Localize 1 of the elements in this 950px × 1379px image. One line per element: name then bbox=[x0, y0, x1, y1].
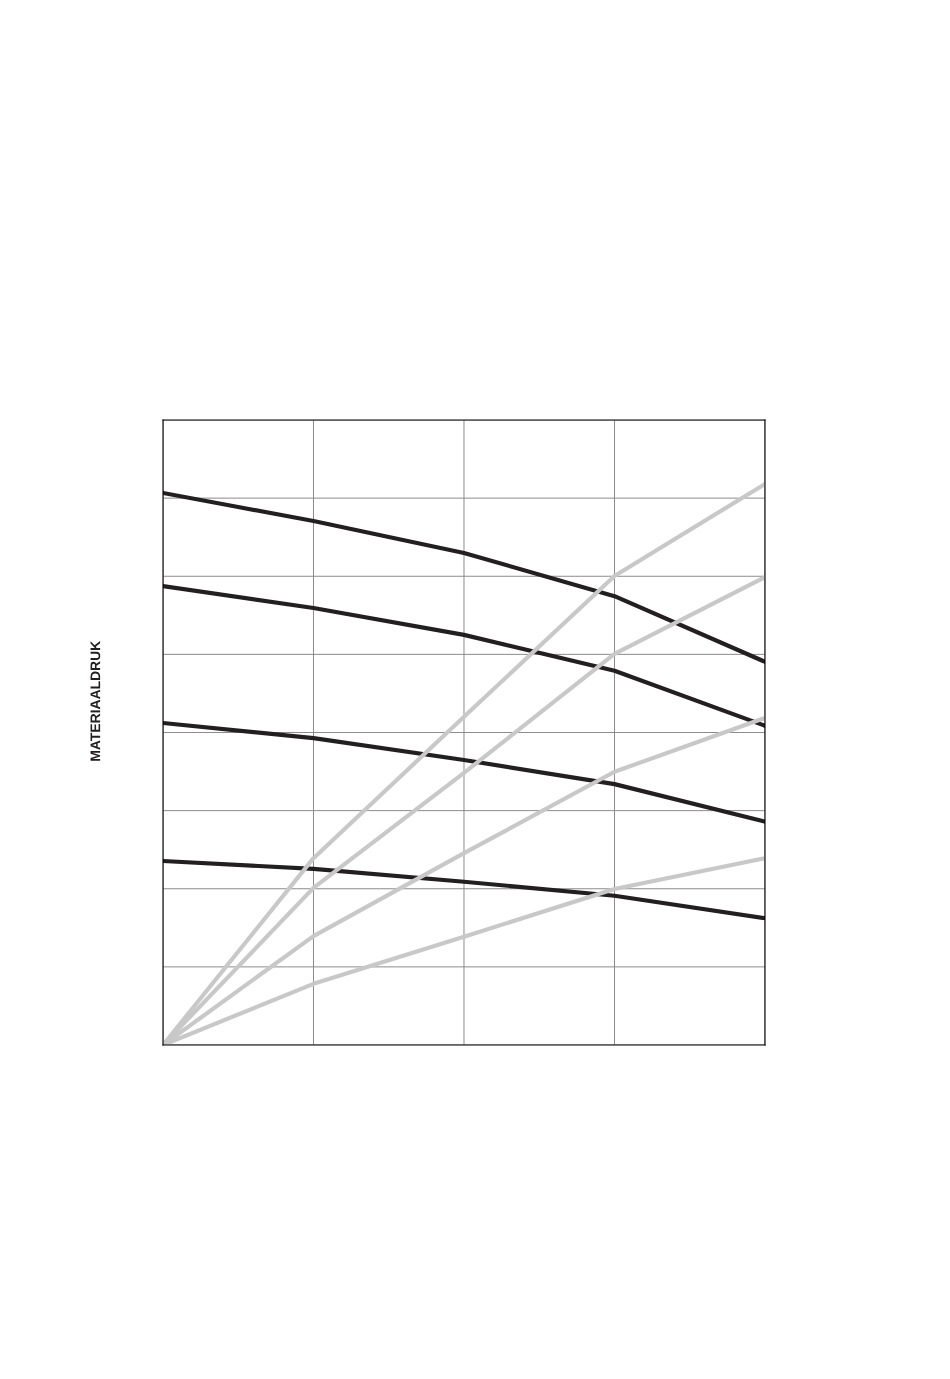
y-axis-title: MATERIAALDRUK bbox=[90, 640, 101, 761]
